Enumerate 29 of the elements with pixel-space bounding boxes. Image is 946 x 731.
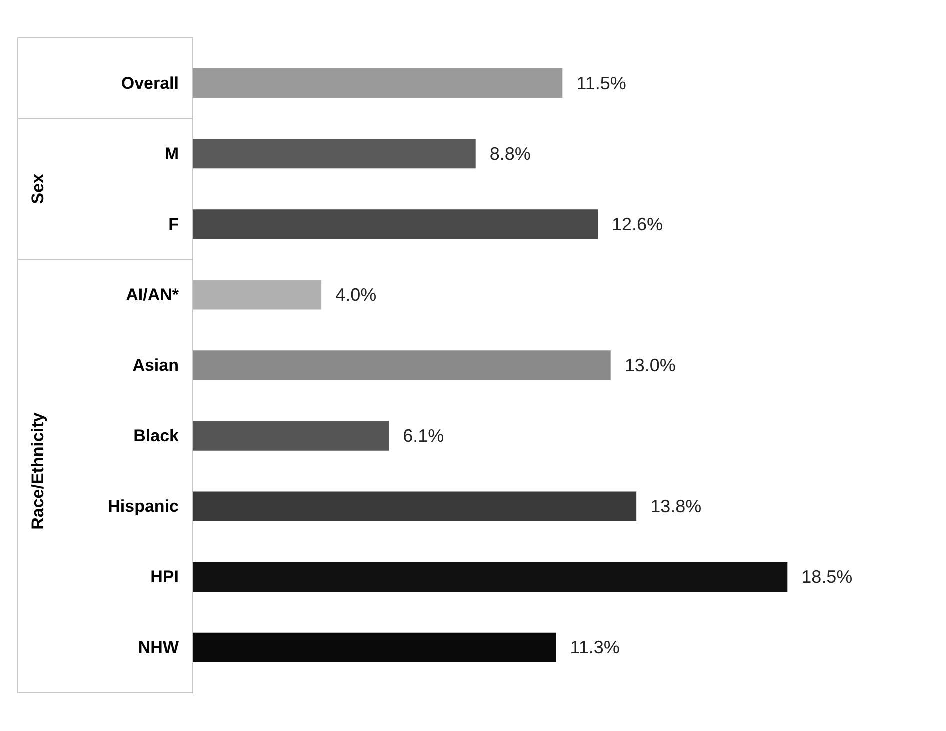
- bar: [193, 562, 788, 592]
- y-tick-label: HPI: [150, 568, 179, 587]
- y-tick-label: Hispanic: [108, 497, 179, 516]
- data-label: 4.0%: [336, 284, 377, 305]
- data-label: 13.0%: [624, 356, 676, 376]
- data-label: 11.3%: [570, 638, 620, 658]
- y-tick-label: Black: [134, 426, 180, 446]
- bar: [193, 68, 563, 98]
- bar: [193, 350, 611, 380]
- data-label: 11.5%: [576, 73, 626, 94]
- text: Sex: [28, 173, 48, 204]
- bar: [193, 492, 637, 522]
- data-label: 18.5%: [802, 567, 853, 588]
- bar: [193, 139, 476, 169]
- text: Race/Ethnicity: [28, 412, 48, 530]
- data-label: 6.1%: [403, 426, 444, 446]
- y-tick-label: Overall: [121, 74, 179, 93]
- y-tick-label: NHW: [138, 638, 180, 658]
- data-label: 12.6%: [612, 214, 664, 234]
- bar: [193, 632, 556, 663]
- y-tick-label: F: [168, 214, 179, 234]
- bar: [193, 210, 598, 240]
- y-tick-label: AI/AN*: [126, 285, 180, 304]
- bar: [193, 280, 322, 310]
- y-tick-label: M: [164, 144, 179, 164]
- data-label: 13.8%: [650, 496, 702, 517]
- bar: [193, 421, 390, 451]
- y-tick-label: Asian: [132, 356, 179, 375]
- data-label: 8.8%: [490, 144, 531, 164]
